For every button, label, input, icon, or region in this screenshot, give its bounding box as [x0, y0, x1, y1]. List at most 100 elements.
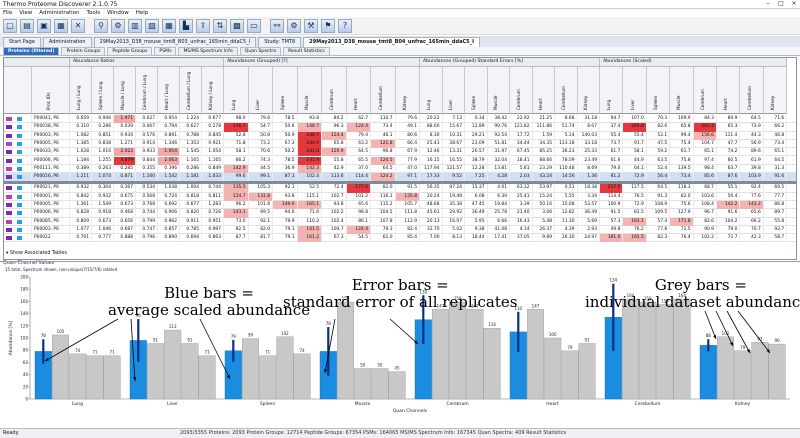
doc-tab-4[interactable]: 29May2013_D38_mouse_tmt8_B04_unfrac_165m… — [303, 37, 480, 47]
table-row[interactable]: P00005, P6 1.385 0.838 1.271 0.914 1.346 1.353… — [4, 139, 796, 149]
result-tab-6[interactable]: Result Statistics — [283, 47, 330, 55]
result-tab-5[interactable]: Quan Spectra — [239, 47, 282, 55]
col-header-scaled-0[interactable]: Lung — [600, 67, 624, 114]
col-header-ratio-4[interactable]: Heart / Lung — [158, 67, 180, 114]
view-icon[interactable]: ▥ — [128, 18, 142, 33]
table-row[interactable]: P00003, P6 1.082 0.851 0.934 0.576 0.891 0.788… — [4, 131, 796, 140]
table-row[interactable]: P00041, P6 0.659 0.946 1.971 0.627 0.954 1.224… — [4, 115, 796, 124]
col-header-se-3[interactable]: Muscle — [487, 67, 510, 114]
open-folder-icon[interactable]: ▤ — [20, 18, 34, 33]
cell-std-error: 111.86 — [533, 123, 555, 132]
maximize-icon[interactable]: □ — [778, 0, 784, 7]
col-header-checks[interactable] — [4, 67, 32, 114]
save-icon[interactable]: ▣ — [37, 18, 51, 33]
layout-icon[interactable]: ▩ — [230, 18, 244, 33]
col-header-scaled-3[interactable]: Muscle — [670, 67, 694, 114]
col-header-ratio-5[interactable]: Cerebellum / Lung — [180, 67, 202, 114]
doc-tab-3[interactable]: Study: TMT8 — [258, 37, 302, 47]
close-window-icon[interactable]: × — [791, 0, 797, 7]
row-markers — [4, 115, 32, 124]
result-tab-4[interactable]: MS/MS Spectrum Info — [178, 47, 238, 55]
workflow-icon[interactable]: ⚙ — [111, 18, 125, 33]
table-row[interactable]: P00006, P6 1.184 1.255 4.879 0.844 2.063 1.165… — [4, 156, 796, 165]
table-icon[interactable]: ▦ — [162, 18, 176, 33]
menu-administration[interactable]: Administration — [39, 10, 80, 16]
col-header-se-5[interactable]: Heart — [532, 67, 555, 114]
col-header-se-0[interactable]: Lung — [420, 67, 443, 114]
col-header-scaled-1[interactable]: Liver — [623, 67, 647, 114]
col-header-ratio-1[interactable]: Spleen / Lung — [92, 67, 114, 114]
cell-ratio: 1.542 — [158, 173, 180, 182]
toolbar: ▢ ▤ ▣ ▦ ✕ ⚲ ⚙ ▥ ▧ ▦ ▙ ⇪ ⇅ ▩ ▭ ⚯ ⚙ ⚒ ⚑? — [0, 17, 800, 35]
col-header-se-2[interactable]: Spleen — [465, 67, 488, 114]
col-header-ratio-0[interactable]: Lung / Lung — [70, 67, 92, 114]
cell-std-error: 20.22 — [420, 115, 443, 124]
network-icon[interactable]: ⚯ — [270, 18, 284, 33]
save-all-icon[interactable]: ▦ — [54, 18, 68, 33]
col-header-abundance-6[interactable]: Cerebellum — [371, 67, 396, 114]
menu-view[interactable]: View — [19, 10, 33, 16]
report-icon[interactable]: ▧ — [145, 18, 159, 33]
result-tab-1[interactable]: Protein Groups — [61, 47, 106, 55]
table-row[interactable]: P00033, P6 1.028 1.016 2.022 0.933 1.954 1.545… — [4, 148, 796, 157]
menu-file[interactable]: File — [3, 10, 13, 16]
result-tab-3[interactable]: PSMs — [154, 47, 177, 55]
doc-tab-0[interactable]: Start Page — [3, 37, 41, 47]
table-row[interactable]: P00021, P6 0.932 0.304 0.367 0.534 1.038 1.004… — [4, 184, 796, 193]
table-row[interactable]: P00111, P6 0.389 0.263 0.285 0.355 0.396 0.286… — [4, 164, 796, 174]
cell-abundance: 67.9 — [396, 148, 420, 157]
col-header-se-6[interactable]: Cerebellum — [555, 67, 578, 114]
col-header-abundance-2[interactable]: Spleen — [273, 67, 298, 114]
col-header-scaled-2[interactable]: Spleen — [646, 67, 671, 114]
menu-window[interactable]: Window — [107, 10, 129, 16]
chart-icon[interactable]: ▙ — [179, 18, 193, 33]
table-row[interactable]: P00005, P6 1.361 1.549 0.673 0.768 0.692 0.677… — [4, 201, 796, 210]
col-header-prot-ids[interactable]: Prot. IDs — [32, 67, 70, 114]
table-row[interactable]: P00016, P6 1.211 1.074 0.871 1.160 1.542 1.181… — [4, 173, 796, 182]
col-header-abundance-0[interactable]: Lung — [224, 67, 249, 114]
filter-icon[interactable]: ⚲ — [94, 18, 108, 33]
col-header-scaled-6[interactable]: Cerebellum — [740, 67, 764, 114]
table-row[interactable]: P00038, P6 0.310 0.286 0.039 0.067 0.794 0.627… — [4, 123, 796, 132]
window-icon[interactable]: ▭ — [247, 18, 261, 33]
col-header-scaled-4[interactable]: Cerebrum — [693, 67, 717, 114]
help-icon[interactable]: ? — [338, 18, 352, 33]
pin-icon[interactable]: ⚑ — [321, 18, 335, 33]
result-tab-0[interactable]: Proteins (filtered) — [3, 47, 60, 55]
col-header-ratio-3[interactable]: Cerebrum / Lung — [136, 67, 158, 114]
doc-tab-1[interactable]: Administration — [42, 37, 92, 47]
doc-tab-2[interactable]: 29May2013_D38_mouse_tmt8_B03_unfrac_165m… — [93, 37, 257, 47]
table-row[interactable]: P00003, P6 1.077 1.046 0.687 0.747 0.857 0.785… — [4, 225, 796, 235]
col-header-ratio-6[interactable]: Kidney / Lung — [202, 67, 224, 114]
result-tab-2[interactable]: Peptide Groups — [107, 47, 153, 55]
col-header-se-1[interactable]: Liver — [442, 67, 465, 114]
col-header-scaled-7[interactable]: Kidney — [763, 67, 788, 114]
close-icon[interactable]: ✕ — [71, 18, 85, 33]
show-associated-tables[interactable]: ▾ Show Associated Tables — [6, 251, 67, 256]
table-row[interactable]: P00001, P6 0.842 0.932 0.675 0.568 0.724 0.818… — [4, 192, 796, 201]
col-header-abundance-5[interactable]: Heart — [346, 67, 371, 114]
col-header-ratio-2[interactable]: Muscle / Lung — [114, 67, 136, 114]
tool-icon[interactable]: ⚒ — [304, 18, 318, 33]
minimize-icon[interactable]: – — [766, 0, 770, 7]
proteins-grid[interactable]: Abundance Ratios Abundances (Grouped) [?]… — [3, 57, 797, 260]
menu-tools[interactable]: Tools — [86, 10, 101, 16]
sort-icon[interactable]: ⇅ — [213, 18, 227, 33]
export-icon[interactable]: ⇪ — [196, 18, 210, 33]
col-header-abundance-4[interactable]: Cerebrum — [322, 67, 347, 114]
table-row[interactable]: P00022 0.701 0.777 0.888 0.796 0.890 0.694 0.86… — [4, 234, 796, 243]
col-header-se-4[interactable]: Cerebrum — [510, 67, 533, 114]
menu-help[interactable]: Help — [135, 10, 149, 16]
col-header-abundance-1[interactable]: Liver — [248, 67, 273, 114]
cell-std-error: 18.38 — [578, 184, 600, 193]
cell-scaled: 142.2 — [717, 201, 741, 210]
col-header-scaled-5[interactable]: Heart — [717, 67, 741, 114]
cell-ratio: 0.468 — [114, 209, 136, 218]
new-file-icon[interactable]: ▢ — [3, 18, 17, 33]
col-header-abundance-3[interactable]: Muscle — [297, 67, 322, 114]
col-header-abundance-7[interactable]: Kidney — [395, 67, 420, 114]
table-row[interactable]: P00006, P6 0.828 0.918 0.468 0.744 0.906 0.820… — [4, 209, 796, 218]
col-header-se-7[interactable]: Kidney — [577, 67, 600, 114]
table-row[interactable]: P00085, P6 0.809 0.673 0.656 0.799 0.962 0.911… — [4, 217, 796, 226]
settings-icon[interactable]: ⚙ — [287, 18, 301, 33]
